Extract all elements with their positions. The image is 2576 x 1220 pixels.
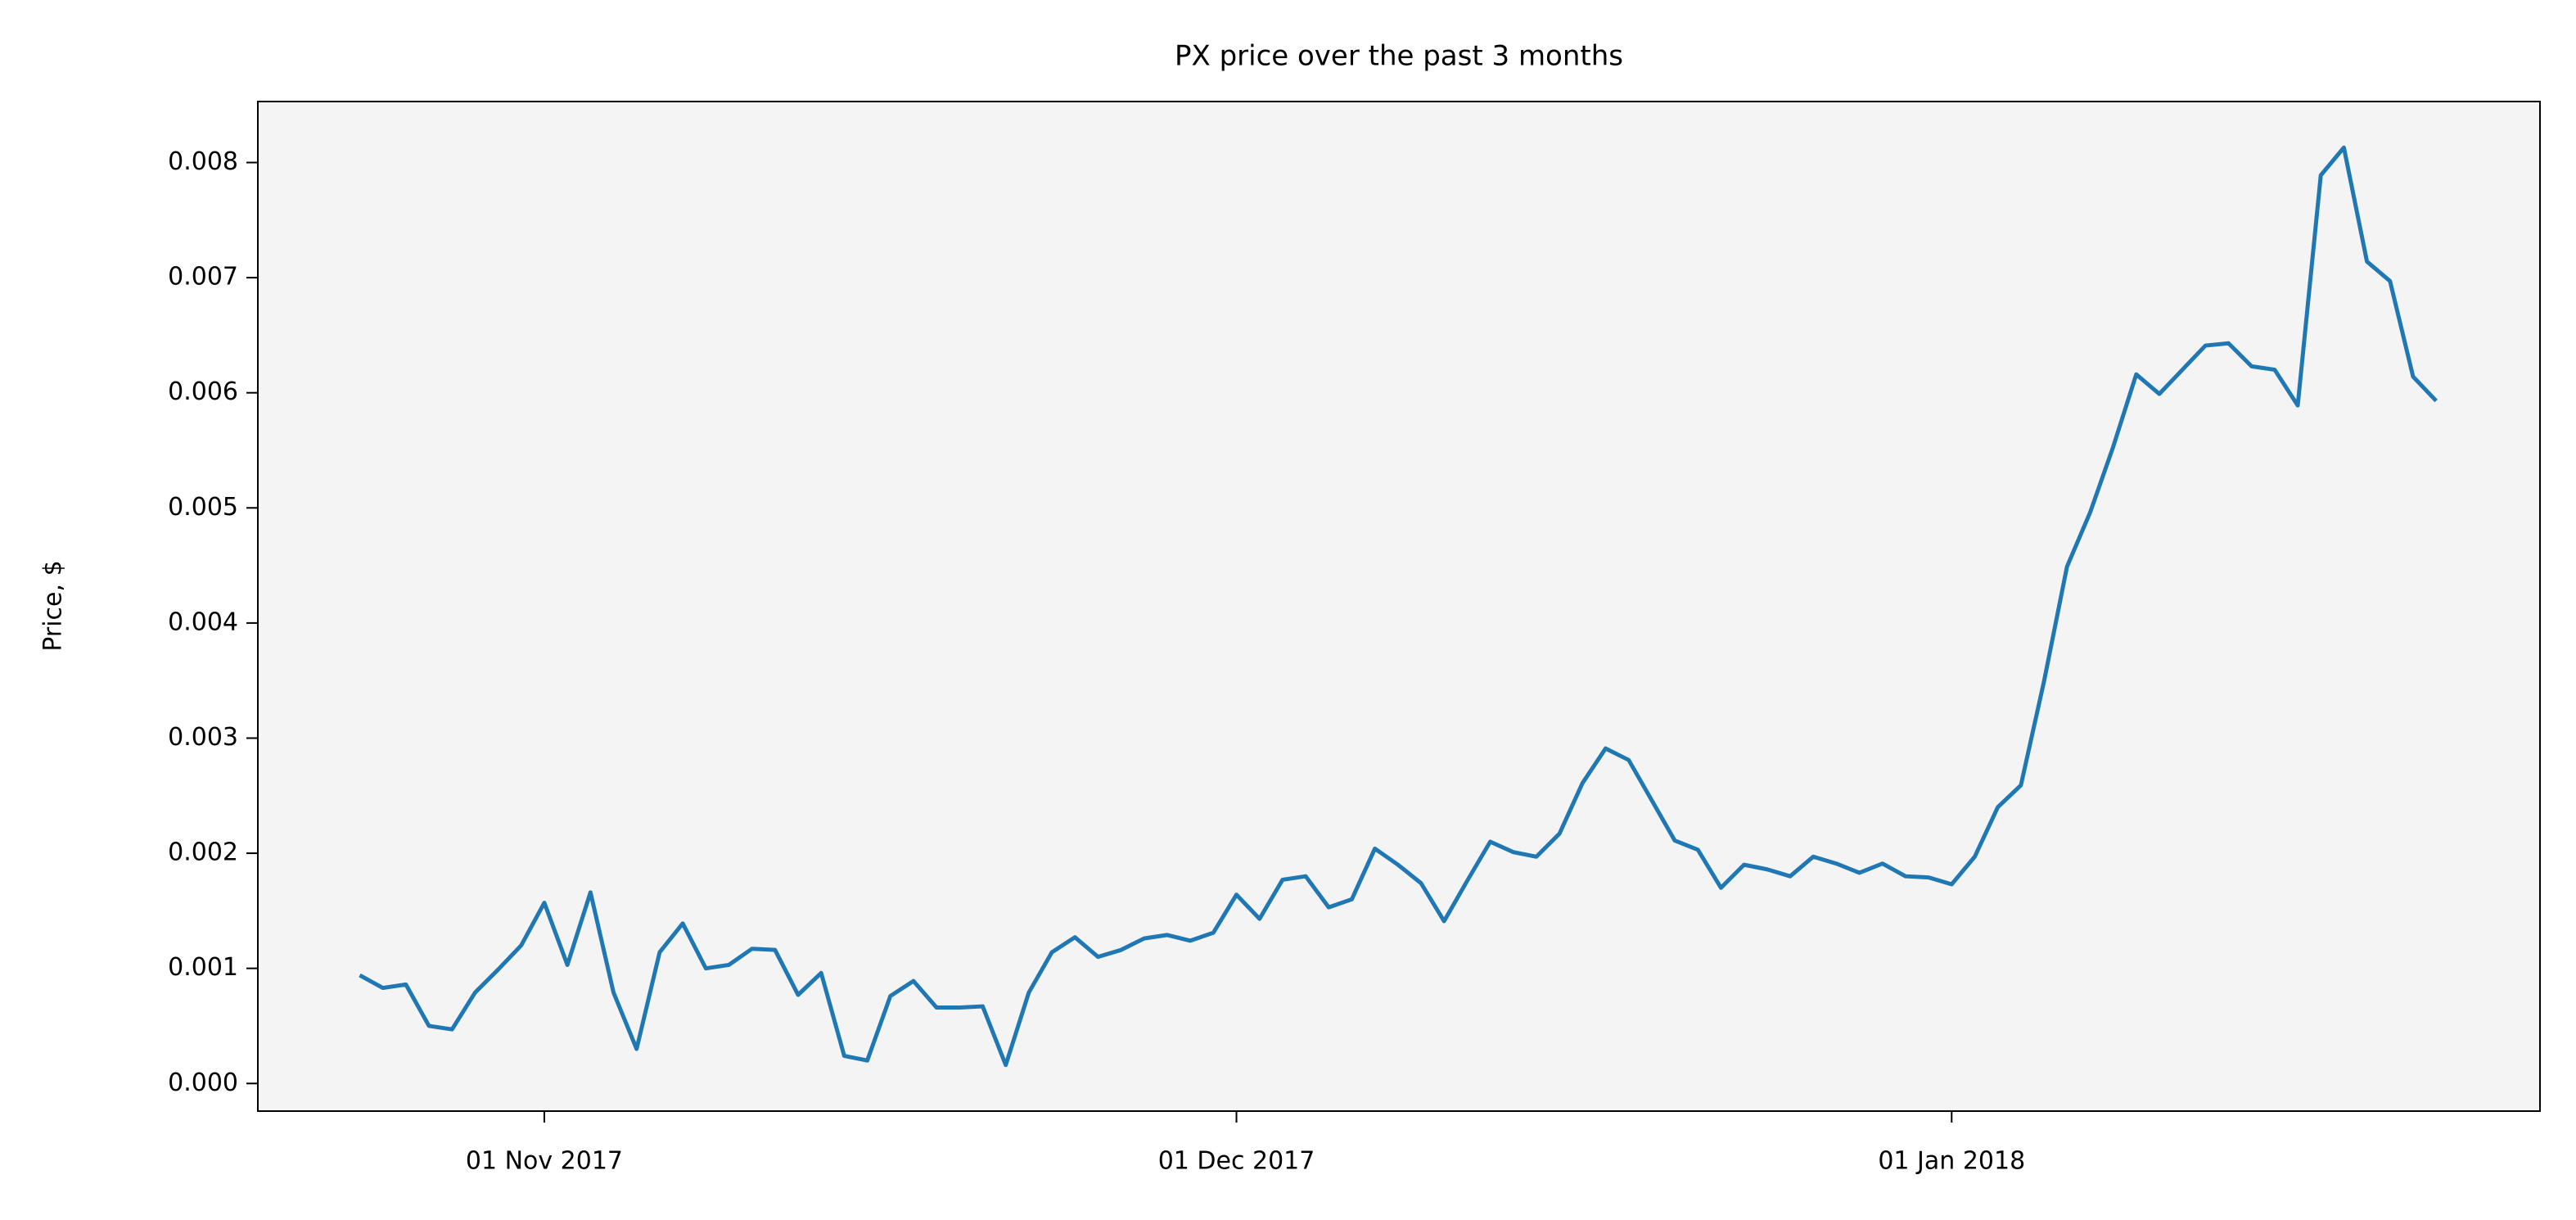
- y-tick-label: 0.000: [168, 1069, 238, 1097]
- y-tick-label: 0.005: [168, 493, 238, 522]
- y-tick-label: 0.008: [168, 147, 238, 176]
- y-tick-label: 0.006: [168, 377, 238, 406]
- chart-title: PX price over the past 3 months: [1175, 40, 1623, 73]
- y-tick-label: 0.004: [168, 608, 238, 636]
- y-tick-label: 0.007: [168, 263, 238, 291]
- price-line: [359, 145, 2438, 1068]
- plot-area: [258, 102, 2540, 1111]
- y-tick-label: 0.001: [168, 953, 238, 982]
- x-tick-label: 01 Dec 2017: [1158, 1147, 1315, 1176]
- y-tick-label: 0.003: [168, 723, 238, 752]
- y-axis-label: Price, $: [39, 560, 68, 651]
- y-tick-label: 0.002: [168, 838, 238, 867]
- plot-frame: [257, 101, 2541, 1112]
- x-tick-label: 01 Jan 2018: [1878, 1147, 2025, 1176]
- x-tick-label: 01 Nov 2017: [466, 1147, 623, 1176]
